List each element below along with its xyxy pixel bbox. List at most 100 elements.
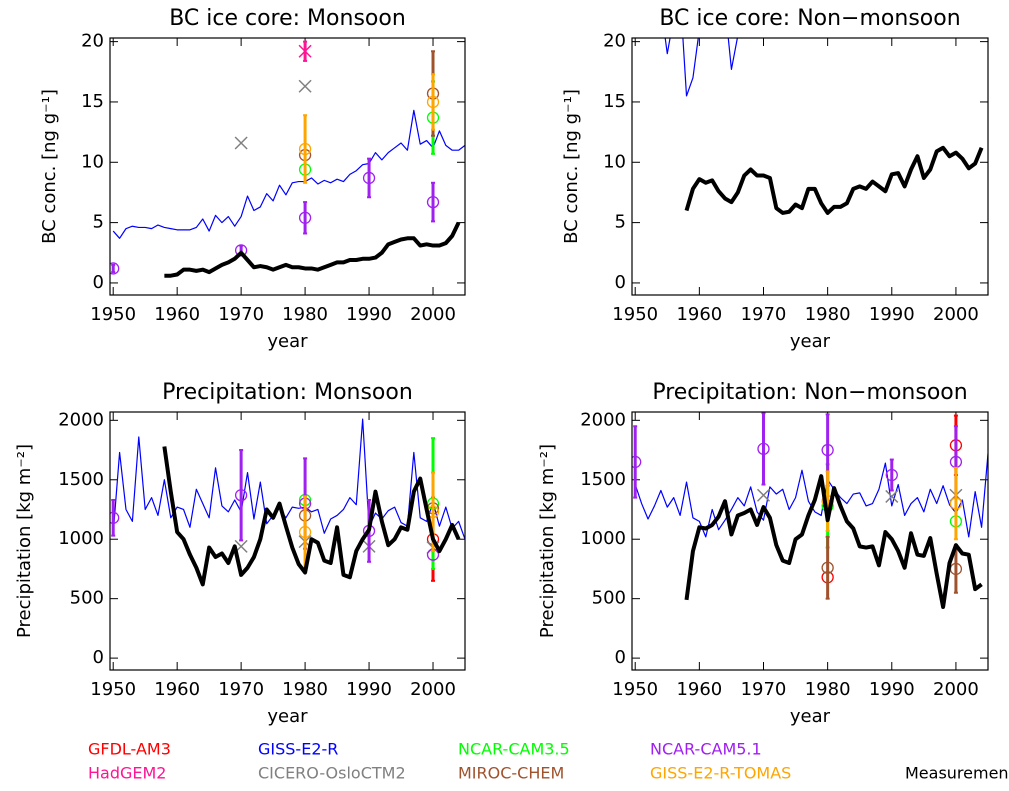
panel-title: BC ice core: Monsoon: [169, 6, 406, 31]
y-tick-label: 1500: [580, 469, 626, 490]
panel: BC ice core: Monsoon 1950 1960 1970 1980 1990…: [39, 6, 466, 352]
y-axis-label: BC conc. [ng g⁻¹]: [561, 89, 582, 244]
point-marker: [110, 262, 120, 275]
axes-frame: [631, 411, 989, 671]
x-axis-label: year: [790, 706, 831, 727]
point-marker: [298, 525, 312, 539]
y-tick-label: 1000: [580, 528, 626, 549]
x-tick-label: 1980: [805, 304, 851, 325]
y-tick-label: 2000: [58, 409, 104, 430]
point-marker: [426, 95, 440, 109]
axes-frame: [109, 411, 466, 671]
x-tick-label: 1950: [90, 304, 136, 325]
y-tick-label: 20: [81, 31, 104, 52]
x-axis-label: year: [267, 706, 308, 727]
point-marker: [234, 136, 248, 150]
x-tick-label: 2000: [410, 304, 456, 325]
legend-entry: MIROC-CHEM: [458, 764, 564, 783]
panel-title: BC ice core: Non−monsoon: [659, 6, 960, 31]
x-tick-label: 1950: [612, 679, 658, 700]
y-tick-label: 15: [81, 91, 104, 112]
legend-entry: Measurement: [905, 764, 1009, 783]
plot-area: [664, 38, 984, 215]
series-line: [112, 418, 465, 540]
point-marker: [298, 211, 312, 224]
point-marker: [298, 142, 312, 156]
x-tick-label: 1950: [90, 679, 136, 700]
panel-title: Precipitation: Non−monsoon: [652, 380, 967, 405]
y-tick-label: 10: [603, 151, 626, 172]
panel: BC ice core: Non−monsoon 1950 1960 1970 1980…: [561, 6, 989, 352]
y-tick-label: 15: [603, 91, 626, 112]
y-tick-label: 1000: [58, 528, 104, 549]
y-tick-label: 5: [615, 212, 626, 233]
x-tick-label: 1990: [346, 679, 392, 700]
y-tick-label: 10: [81, 151, 104, 172]
point-marker: [885, 468, 898, 482]
series-line: [164, 221, 461, 278]
y-axis-label: Precipitation [kg m⁻²]: [14, 444, 35, 638]
y-tick-label: 500: [70, 588, 104, 609]
y-tick-label: 20: [603, 31, 626, 52]
legend-entry: GFDL-AM3: [88, 740, 171, 759]
point-marker: [949, 497, 963, 510]
y-tick-label: 0: [615, 647, 626, 668]
point-marker: [632, 455, 642, 469]
x-tick-label: 1970: [741, 679, 787, 700]
y-axis-label: Precipitation [kg m⁻²]: [537, 444, 558, 638]
x-tick-label: 1970: [218, 679, 264, 700]
y-tick-label: 2000: [580, 409, 626, 430]
point-marker: [298, 44, 312, 58]
x-tick-label: 1960: [676, 679, 722, 700]
panel: Precipitation: Monsoon 1950 1960 1970 1980 19…: [14, 380, 466, 727]
point-marker: [757, 442, 770, 456]
x-tick-label: 1960: [154, 679, 200, 700]
y-tick-label: 5: [93, 212, 104, 233]
legend-entry: NCAR-CAM3.5: [458, 740, 570, 759]
y-axis-label: BC conc. [ng g⁻¹]: [39, 89, 60, 244]
y-tick-label: 500: [592, 588, 626, 609]
series-line: [664, 38, 738, 97]
plot-area: [632, 412, 988, 609]
panel: Precipitation: Non−monsoon 1950 1960 1970 19…: [537, 380, 989, 727]
legend-entry: GISS-E2-R: [258, 740, 338, 759]
point-marker: [234, 244, 248, 257]
x-tick-label: 1990: [869, 679, 915, 700]
x-tick-label: 1970: [741, 304, 787, 325]
x-axis-label: year: [267, 331, 308, 352]
x-tick-label: 1990: [346, 304, 392, 325]
x-tick-label: 1980: [282, 679, 328, 700]
legend-entry: GISS-E2-R-TOMAS: [650, 764, 791, 783]
point-marker: [362, 171, 376, 185]
x-tick-label: 2000: [410, 679, 456, 700]
series-line: [112, 109, 465, 239]
x-tick-label: 1980: [805, 679, 851, 700]
x-tick-label: 1960: [154, 304, 200, 325]
point-marker: [426, 195, 440, 209]
x-tick-label: 1970: [218, 304, 264, 325]
legend-entry: HadGEM2: [88, 764, 166, 783]
plot-area: [110, 40, 465, 278]
axes-frame: [631, 37, 989, 296]
axes-frame: [109, 37, 466, 296]
x-tick-label: 1980: [282, 304, 328, 325]
legend: GFDL-AM3 HadGEM2 GISS-E2-R CICERO-OsloCTM2 N…: [88, 740, 1009, 783]
y-tick-label: 1500: [58, 469, 104, 490]
point-marker: [885, 489, 899, 503]
y-tick-label: 0: [93, 272, 104, 293]
point-marker: [756, 488, 771, 502]
x-tick-label: 1950: [612, 304, 658, 325]
legend-entry: CICERO-OsloCTM2: [258, 764, 406, 783]
point-marker: [110, 511, 120, 524]
panel-title: Precipitation: Monsoon: [162, 380, 413, 405]
point-marker: [821, 561, 834, 574]
y-tick-label: 0: [615, 272, 626, 293]
series-line: [634, 453, 988, 538]
series-line: [684, 474, 983, 609]
x-tick-label: 2000: [933, 304, 979, 325]
legend-entry: NCAR-CAM5.1: [650, 740, 762, 759]
point-marker: [298, 79, 312, 93]
series-line: [162, 446, 461, 587]
